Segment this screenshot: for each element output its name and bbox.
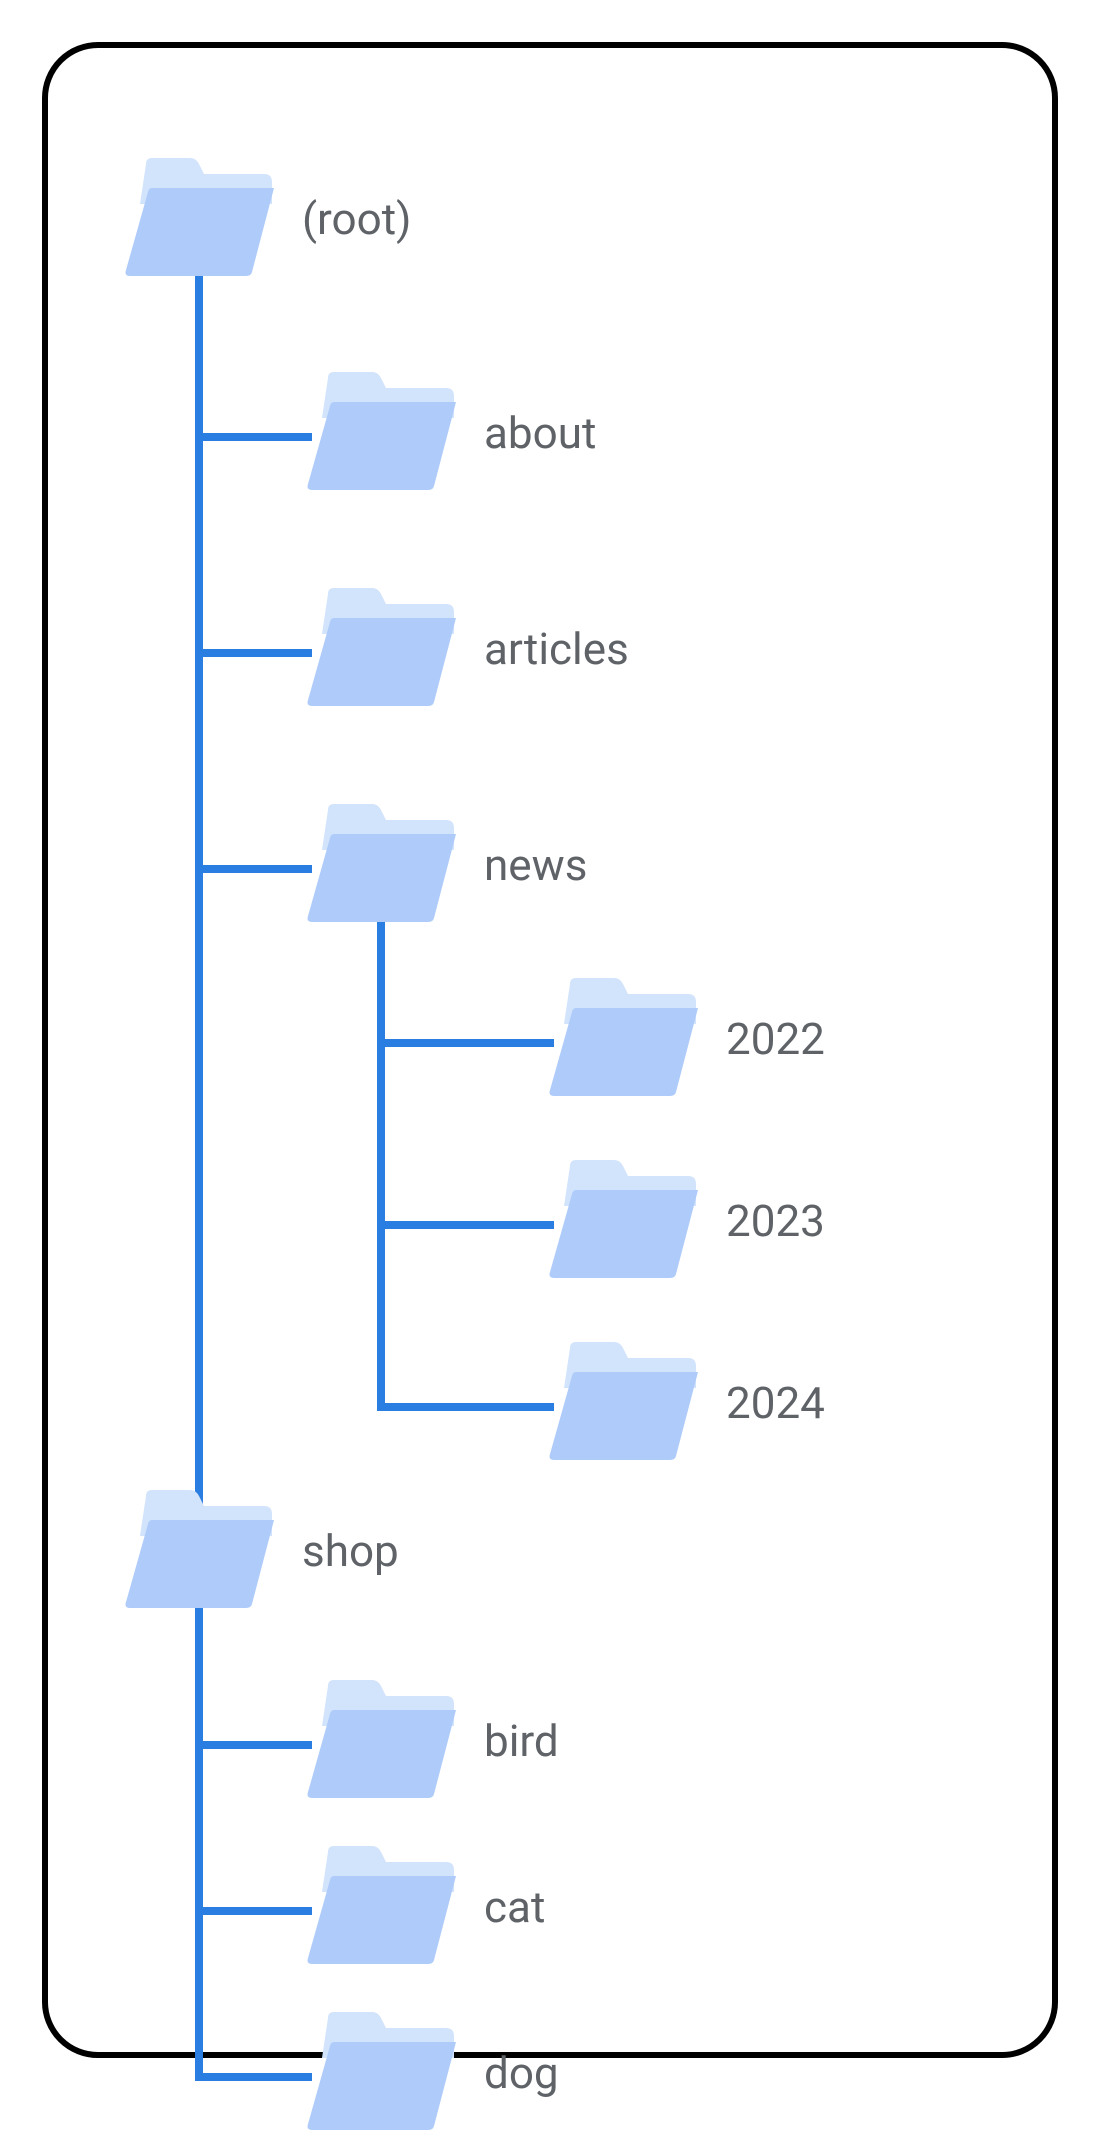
folder-dog bbox=[306, 2012, 456, 2130]
folder-icon bbox=[548, 1342, 698, 1460]
tree-connector-branch-shop-bird bbox=[195, 1741, 312, 1749]
tree-connector-branch-news-2024 bbox=[377, 1403, 554, 1411]
folder-2023 bbox=[548, 1160, 698, 1278]
folder-label-news: news bbox=[484, 839, 587, 891]
folder-icon bbox=[306, 1680, 456, 1798]
tree-connector-trunk-root bbox=[195, 276, 203, 1559]
folder-articles bbox=[306, 588, 456, 706]
folder-label-2023: 2023 bbox=[726, 1195, 825, 1247]
folder-label-cat: cat bbox=[484, 1881, 545, 1933]
tree-connector-branch-shop-cat bbox=[195, 1907, 312, 1915]
folder-label-root: (root) bbox=[302, 193, 411, 245]
folder-label-dog: dog bbox=[484, 2047, 559, 2099]
folder-icon bbox=[306, 804, 456, 922]
folder-icon bbox=[306, 1846, 456, 1964]
folder-icon bbox=[548, 1160, 698, 1278]
tree-connector-branch-shop-dog bbox=[195, 2073, 312, 2081]
folder-icon bbox=[306, 588, 456, 706]
folder-icon bbox=[124, 158, 274, 276]
folder-label-2022: 2022 bbox=[726, 1013, 825, 1065]
folder-2024 bbox=[548, 1342, 698, 1460]
folder-icon bbox=[306, 2012, 456, 2130]
folder-root bbox=[124, 158, 274, 276]
tree-connector-trunk-shop bbox=[195, 1608, 203, 2081]
tree-connector-branch-root-articles bbox=[195, 649, 312, 657]
folder-label-about: about bbox=[484, 407, 596, 459]
folder-label-2024: 2024 bbox=[726, 1377, 825, 1429]
folder-bird bbox=[306, 1680, 456, 1798]
folder-label-shop: shop bbox=[302, 1525, 399, 1577]
tree-connector-trunk-news bbox=[377, 922, 385, 1411]
tree-connector-branch-root-news bbox=[195, 865, 312, 873]
folder-icon bbox=[306, 372, 456, 490]
folder-2022 bbox=[548, 978, 698, 1096]
folder-label-articles: articles bbox=[484, 623, 629, 675]
folder-news bbox=[306, 804, 456, 922]
folder-cat bbox=[306, 1846, 456, 1964]
tree-connector-branch-news-2023 bbox=[377, 1221, 554, 1229]
folder-icon bbox=[548, 978, 698, 1096]
tree-connector-branch-news-2022 bbox=[377, 1039, 554, 1047]
folder-label-bird: bird bbox=[484, 1715, 559, 1767]
tree-connector-branch-root-about bbox=[195, 433, 312, 441]
folder-about bbox=[306, 372, 456, 490]
folder-icon bbox=[124, 1490, 274, 1608]
folder-shop bbox=[124, 1490, 274, 1608]
